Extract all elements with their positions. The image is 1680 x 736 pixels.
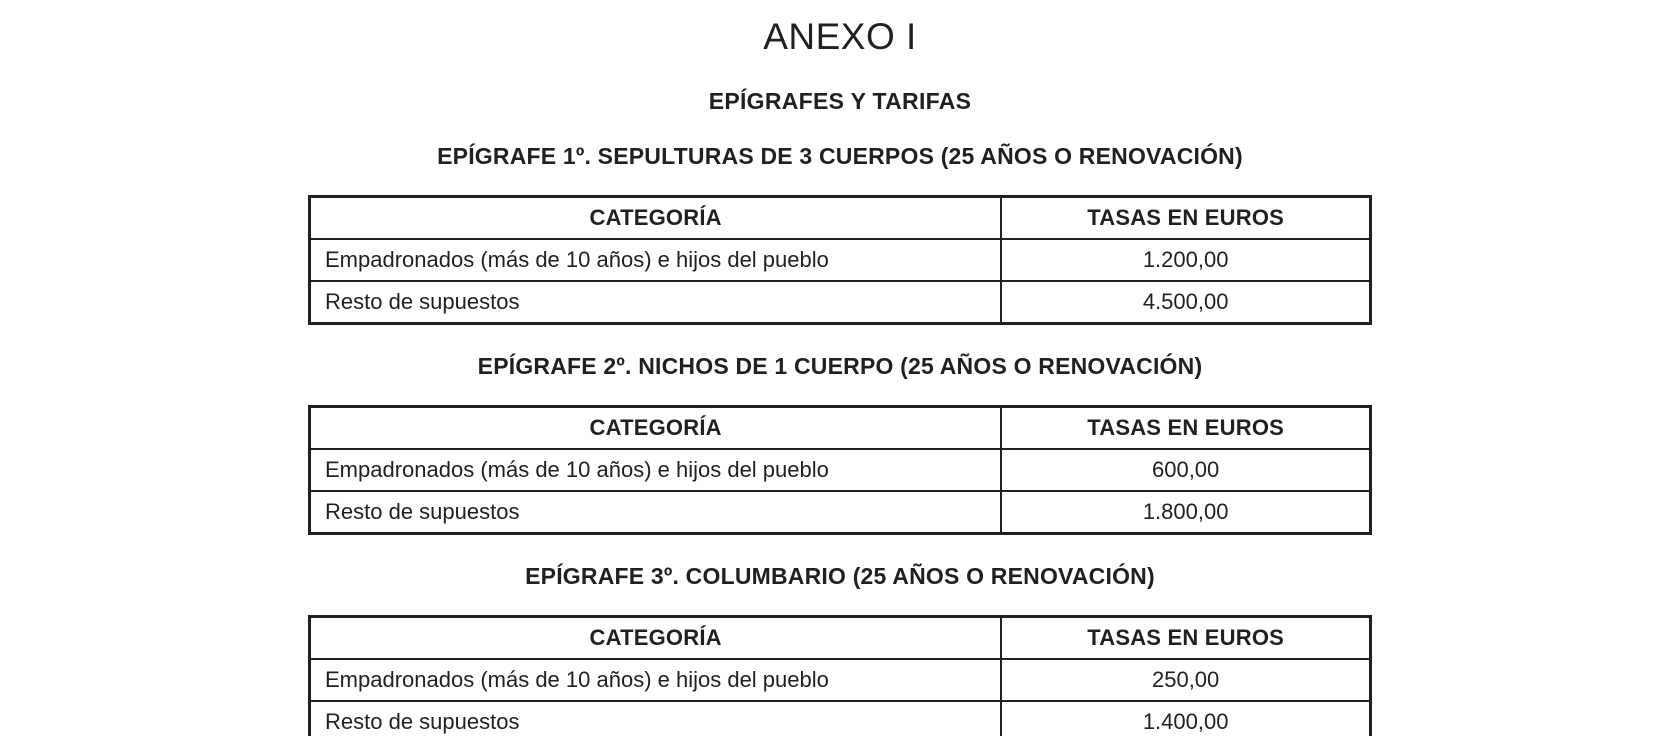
section-2-heading: EPÍGRAFE 2º. NICHOS DE 1 CUERPO (25 AÑOS… <box>477 353 1203 379</box>
tariff-table-3: CATEGORÍA TASAS EN EUROS Empadronados (m… <box>308 615 1372 736</box>
page-subtitle: EPÍGRAFES Y TARIFAS <box>708 88 972 114</box>
section-epigrafe-1: EPÍGRAFE 1º. SEPULTURAS DE 3 CUERPOS (25… <box>0 143 1680 325</box>
category-cell: Resto de supuestos <box>308 490 1003 535</box>
fee-cell: 1.800,00 <box>1000 490 1372 535</box>
table-row: Resto de supuestos 1.400,00 <box>308 700 1372 736</box>
page-title: ANEXO I <box>763 16 917 57</box>
section-1-heading: EPÍGRAFE 1º. SEPULTURAS DE 3 CUERPOS (25… <box>437 143 1243 169</box>
section-epigrafe-2: EPÍGRAFE 2º. NICHOS DE 1 CUERPO (25 AÑOS… <box>0 353 1680 535</box>
section-epigrafe-3: EPÍGRAFE 3º. COLUMBARIO (25 AÑOS O RENOV… <box>0 563 1680 736</box>
column-header-categoria: CATEGORÍA <box>308 405 1003 450</box>
category-cell: Empadronados (más de 10 años) e hijos de… <box>308 238 1003 282</box>
category-cell: Empadronados (más de 10 años) e hijos de… <box>308 658 1003 702</box>
fee-cell: 1.400,00 <box>1000 700 1372 736</box>
table-row: Empadronados (más de 10 años) e hijos de… <box>308 448 1372 492</box>
table-header-row: CATEGORÍA TASAS EN EUROS <box>308 195 1372 240</box>
fee-cell: 600,00 <box>1000 448 1372 492</box>
category-cell: Resto de supuestos <box>308 700 1003 736</box>
table-row: Resto de supuestos 1.800,00 <box>308 490 1372 535</box>
fee-cell: 1.200,00 <box>1000 238 1372 282</box>
category-cell: Empadronados (más de 10 años) e hijos de… <box>308 448 1003 492</box>
table-row: Empadronados (más de 10 años) e hijos de… <box>308 238 1372 282</box>
table-row: Empadronados (más de 10 años) e hijos de… <box>308 658 1372 702</box>
tariff-table-2: CATEGORÍA TASAS EN EUROS Empadronados (m… <box>308 405 1372 535</box>
column-header-tasas: TASAS EN EUROS <box>1000 615 1372 660</box>
table-row: Resto de supuestos 4.500,00 <box>308 280 1372 325</box>
table-header-row: CATEGORÍA TASAS EN EUROS <box>308 405 1372 450</box>
fee-cell: 250,00 <box>1000 658 1372 702</box>
column-header-categoria: CATEGORÍA <box>308 615 1003 660</box>
section-3-heading: EPÍGRAFE 3º. COLUMBARIO (25 AÑOS O RENOV… <box>525 563 1155 589</box>
table-header-row: CATEGORÍA TASAS EN EUROS <box>308 615 1372 660</box>
column-header-categoria: CATEGORÍA <box>308 195 1003 240</box>
fee-cell: 4.500,00 <box>1000 280 1372 325</box>
tariff-table-1: CATEGORÍA TASAS EN EUROS Empadronados (m… <box>308 195 1372 325</box>
column-header-tasas: TASAS EN EUROS <box>1000 405 1372 450</box>
category-cell: Resto de supuestos <box>308 280 1003 325</box>
column-header-tasas: TASAS EN EUROS <box>1000 195 1372 240</box>
